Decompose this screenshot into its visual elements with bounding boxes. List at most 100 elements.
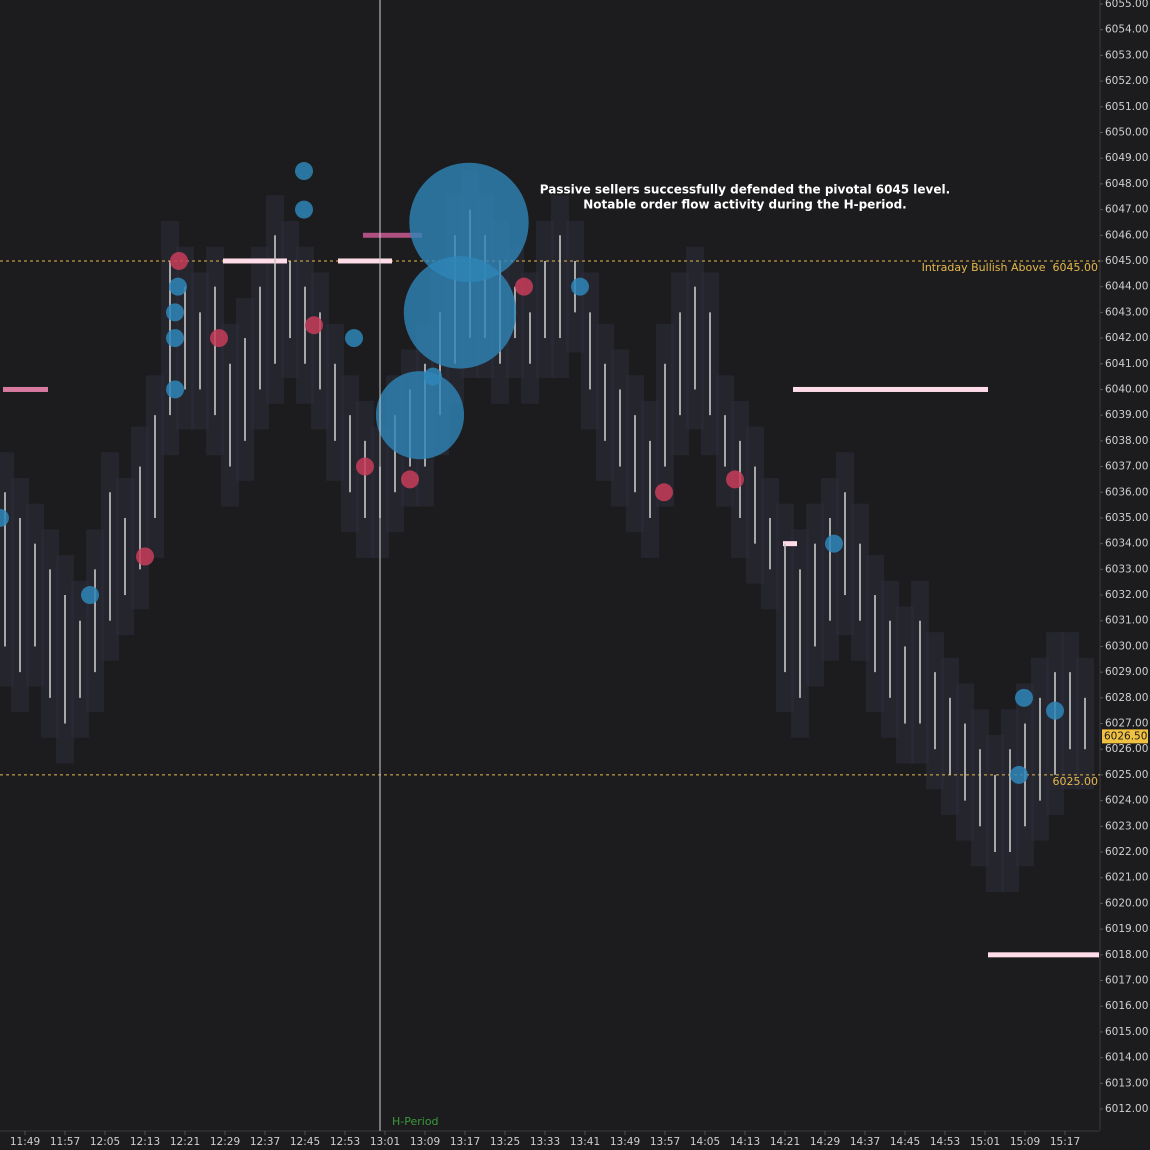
level-label: 6025.00 xyxy=(1053,775,1099,788)
last-price-label: 6026.50 xyxy=(1104,730,1147,742)
order-wall xyxy=(783,541,797,547)
y-tick-label: 6020.00 xyxy=(1105,897,1148,909)
trade-bubble xyxy=(295,200,313,219)
trade-bubble xyxy=(166,380,184,399)
x-tick-label: 14:37 xyxy=(850,1136,880,1148)
y-tick-label: 6030.00 xyxy=(1105,640,1148,652)
trade-bubble xyxy=(345,329,363,348)
y-tick-label: 6044.00 xyxy=(1105,281,1148,293)
order-wall xyxy=(3,386,48,392)
x-tick-label: 15:09 xyxy=(1010,1136,1040,1148)
trade-bubble xyxy=(136,547,154,566)
order-wall xyxy=(988,952,1099,958)
trade-bubble xyxy=(1015,688,1033,707)
y-tick-label: 6025.00 xyxy=(1105,769,1148,781)
y-tick-label: 6031.00 xyxy=(1105,615,1148,627)
y-tick-label: 6054.00 xyxy=(1105,24,1148,36)
x-tick-label: 11:57 xyxy=(50,1136,80,1148)
x-tick-label: 12:05 xyxy=(90,1136,120,1148)
y-tick-label: 6051.00 xyxy=(1105,101,1148,113)
trade-bubble xyxy=(1046,701,1064,720)
x-tick-label: 13:25 xyxy=(490,1136,520,1148)
y-tick-label: 6041.00 xyxy=(1105,358,1148,370)
y-tick-label: 6036.00 xyxy=(1105,486,1148,498)
x-tick-label: 15:17 xyxy=(1050,1136,1080,1148)
order-wall xyxy=(338,258,392,264)
y-tick-label: 6035.00 xyxy=(1105,512,1148,524)
y-tick-label: 6055.00 xyxy=(1105,0,1148,10)
last-price-box xyxy=(1102,729,1148,744)
y-tick-label: 6052.00 xyxy=(1105,75,1148,87)
x-tick-label: 13:01 xyxy=(370,1136,400,1148)
y-tick-label: 6026.00 xyxy=(1105,743,1148,755)
order-wall xyxy=(363,232,422,238)
y-tick-label: 6045.00 xyxy=(1105,255,1148,267)
y-tick-label: 6038.00 xyxy=(1105,435,1148,447)
x-tick-label: 15:01 xyxy=(970,1136,1000,1148)
x-tick-label: 14:05 xyxy=(690,1136,720,1148)
y-tick-label: 6024.00 xyxy=(1105,795,1148,807)
trade-bubble xyxy=(375,371,465,460)
trade-bubble xyxy=(515,277,533,296)
y-tick-label: 6019.00 xyxy=(1105,923,1148,935)
y-tick-label: 6053.00 xyxy=(1105,49,1148,61)
x-tick-label: 13:41 xyxy=(570,1136,600,1148)
y-tick-label: 6023.00 xyxy=(1105,820,1148,832)
x-tick-label: 12:53 xyxy=(330,1136,360,1148)
y-tick-label: 6017.00 xyxy=(1105,975,1148,987)
y-tick-label: 6049.00 xyxy=(1105,152,1148,164)
x-tick-label: 14:53 xyxy=(930,1136,960,1148)
x-tick-label: 14:45 xyxy=(890,1136,920,1148)
x-tick-label: 14:13 xyxy=(730,1136,760,1148)
x-tick-label: 13:49 xyxy=(610,1136,640,1148)
trade-bubble xyxy=(571,277,589,296)
y-tick-label: 6046.00 xyxy=(1105,229,1148,241)
trade-bubble xyxy=(166,329,184,348)
trade-bubble xyxy=(210,329,228,348)
x-tick-label: 14:29 xyxy=(810,1136,840,1148)
y-tick-label: 6018.00 xyxy=(1105,949,1148,961)
trade-bubble xyxy=(166,303,184,322)
x-tick-label: 13:09 xyxy=(410,1136,440,1148)
x-tick-label: 12:13 xyxy=(130,1136,160,1148)
y-tick-label: 6042.00 xyxy=(1105,332,1148,344)
trade-bubble xyxy=(409,162,529,283)
y-tick-label: 6034.00 xyxy=(1105,538,1148,550)
x-tick-label: 11:49 xyxy=(10,1136,40,1148)
y-tick-label: 6048.00 xyxy=(1105,178,1148,190)
trade-bubble xyxy=(825,534,843,553)
trade-bubble xyxy=(1010,765,1028,784)
y-tick-label: 6039.00 xyxy=(1105,409,1148,421)
y-tick-label: 6047.00 xyxy=(1105,204,1148,216)
y-tick-label: 6037.00 xyxy=(1105,461,1148,473)
trade-bubble xyxy=(356,457,374,476)
level-label: Intraday Bullish Above 6045.00 xyxy=(922,261,1098,274)
trade-bubble xyxy=(655,483,673,502)
trade-bubble xyxy=(81,586,99,605)
y-tick-label: 6013.00 xyxy=(1105,1077,1148,1089)
x-tick-label: 12:29 xyxy=(210,1136,240,1148)
y-tick-label: 6028.00 xyxy=(1105,692,1148,704)
x-tick-label: 12:21 xyxy=(170,1136,200,1148)
x-tick-label: 13:17 xyxy=(450,1136,480,1148)
y-tick-label: 6050.00 xyxy=(1105,126,1148,138)
y-tick-label: 6015.00 xyxy=(1105,1026,1148,1038)
y-tick-label: 6014.00 xyxy=(1105,1052,1148,1064)
y-tick-label: 6016.00 xyxy=(1105,1000,1148,1012)
x-tick-label: 12:45 xyxy=(290,1136,320,1148)
trade-bubble xyxy=(295,162,313,181)
x-tick-label: 14:21 xyxy=(770,1136,800,1148)
x-tick-label: 13:57 xyxy=(650,1136,680,1148)
x-tick-label: 12:37 xyxy=(250,1136,280,1148)
order-wall xyxy=(223,258,287,264)
y-tick-label: 6032.00 xyxy=(1105,589,1148,601)
trade-bubble xyxy=(305,316,323,335)
y-tick-label: 6040.00 xyxy=(1105,383,1148,395)
annotation: Notable order flow activity during the H… xyxy=(583,198,907,212)
trade-bubble xyxy=(170,251,188,270)
y-tick-label: 6043.00 xyxy=(1105,306,1148,318)
annotation: Passive sellers successfully defended th… xyxy=(540,183,950,197)
period-label: H-Period xyxy=(392,1115,439,1128)
